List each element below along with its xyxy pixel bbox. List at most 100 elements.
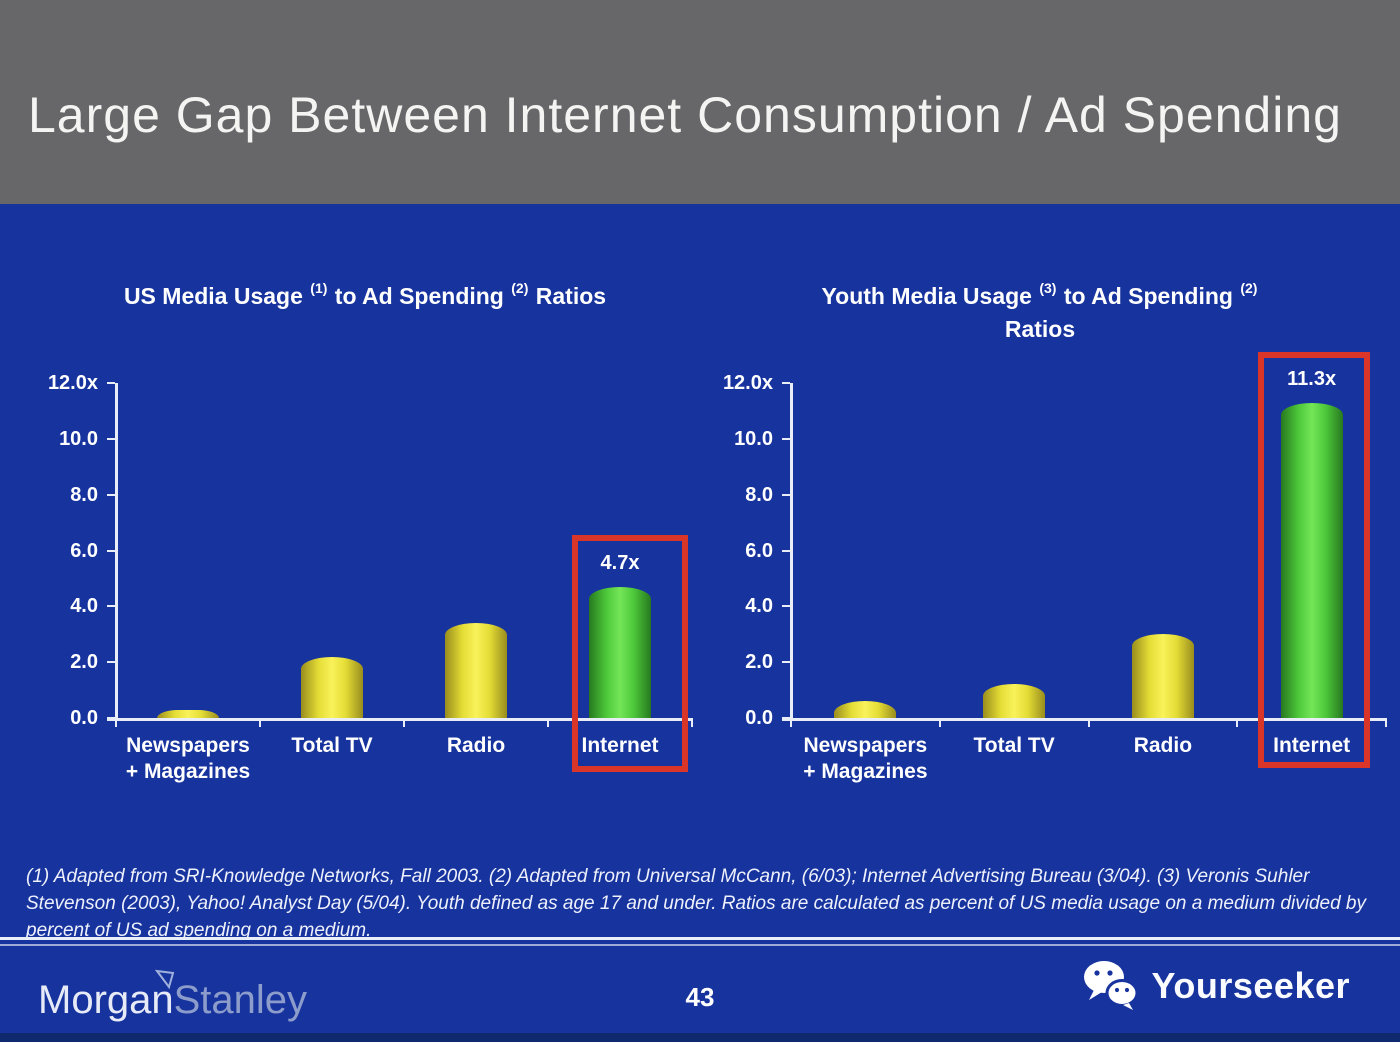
x-axis-label-line: Internet <box>581 734 659 757</box>
y-tick-12.0x: 12.0x <box>715 371 795 395</box>
y-tick-label: 2.0 <box>70 651 98 674</box>
y-tick-6.0: 6.0 <box>40 539 120 563</box>
bars-us: 4.7x <box>116 371 692 718</box>
x-tick-mark <box>1385 718 1387 727</box>
y-tick-mark <box>782 605 790 608</box>
title-text: Ratios <box>529 283 607 309</box>
y-tick-label: 10.0 <box>59 427 98 450</box>
bar-internet <box>589 587 651 718</box>
bar-newspapers-magazines <box>834 701 897 718</box>
x-axis-label-line: + Magazines <box>803 760 928 784</box>
bar-total-tv <box>301 657 363 718</box>
footnote: (1) Adapted from SRI-Knowledge Networks,… <box>26 866 1366 941</box>
y-tick-4.0: 4.0 <box>715 594 795 618</box>
y-tick-mark <box>107 382 115 384</box>
chart-title-us: US Media Usage (1) to Ad Spending (2) Ra… <box>40 280 690 313</box>
y-tick-mark <box>107 493 115 496</box>
plot-area-us: 12.0x 10.0 8.0 6.0 4.0 2.0 0.0 4.7x Newspapers… <box>40 371 693 801</box>
x-axis-label-newspapers-magazines: Newspapers + Magazines <box>116 733 260 786</box>
x-tick-mark <box>938 718 941 727</box>
highlight-box-us-internet <box>572 535 688 772</box>
y-tick-6.0: 6.0 <box>715 539 795 563</box>
bar-slot-total-tv <box>940 371 1089 718</box>
x-tick-mark <box>691 718 693 727</box>
x-axis-label-internet: Internet <box>1237 733 1386 786</box>
bar-slot-newspapers-magazines <box>791 371 940 718</box>
x-tick-mark <box>790 718 792 727</box>
slide-header: Large Gap Between Internet Consumption /… <box>0 0 1400 204</box>
y-tick-mark <box>107 437 115 440</box>
bar-slot-radio <box>404 371 548 718</box>
divider-rule-bottom <box>0 944 1400 946</box>
x-tick-mark <box>115 718 117 727</box>
y-tick-mark <box>782 437 790 440</box>
x-tick-mark <box>1087 718 1090 727</box>
y-tick-2.0: 2.0 <box>715 650 795 674</box>
wechat-icon <box>1083 961 1139 1010</box>
y-tick-mark <box>782 661 790 664</box>
y-tick-mark <box>782 382 790 384</box>
title-superscript: (2) <box>511 280 529 297</box>
y-tick-10.0: 10.0 <box>40 427 120 451</box>
title-text: to Ad Spending <box>328 283 511 309</box>
y-tick-label: 8.0 <box>745 483 773 506</box>
x-axis-label-line: + Magazines <box>125 760 251 784</box>
y-tick-12.0x: 12.0x <box>40 371 120 395</box>
bar-slot-total-tv <box>260 371 404 718</box>
y-tick-label: 2.0 <box>745 651 773 674</box>
bottom-strip <box>0 1033 1400 1042</box>
y-tick-2.0: 2.0 <box>40 650 120 674</box>
x-axis-line <box>782 718 1385 721</box>
title-text: to Ad Spending <box>1057 283 1240 309</box>
y-tick-4.0: 4.0 <box>40 594 120 618</box>
x-axis-label-internet: Internet <box>548 733 692 786</box>
plot-area-youth: 12.0x 10.0 8.0 6.0 4.0 2.0 0.0 11.3x Newspaper… <box>715 368 1387 801</box>
x-axis-line <box>107 718 692 721</box>
bar-total-tv <box>983 684 1046 718</box>
y-tick-label: 8.0 <box>70 483 98 506</box>
y-tick-label: 4.0 <box>745 595 773 618</box>
morgan-stanley-logo-stanley: Stanley <box>173 978 308 1022</box>
watermark-text: Yourseeker <box>1151 965 1350 1006</box>
x-axis-labels: Newspapers + Magazines Total TV Radio Intern… <box>791 733 1386 786</box>
chart-youth-media: Youth Media Usage (3) to Ad Spending (2)… <box>715 280 1387 820</box>
bar-internet <box>1280 403 1343 718</box>
x-axis-label-line: Total TV <box>973 734 1055 757</box>
morgan-stanley-logo-morgan: Morgan <box>38 978 174 1022</box>
page-number: 43 <box>685 982 715 1012</box>
title-superscript: (2) <box>1240 280 1258 297</box>
y-tick-8.0: 8.0 <box>40 483 120 507</box>
bar-value-label: 4.7x <box>600 552 640 574</box>
x-axis-label-line: Radio <box>1133 734 1193 757</box>
y-tick-mark <box>107 661 115 664</box>
x-axis-label-newspapers-magazines: Newspapers + Magazines <box>791 733 940 786</box>
y-axis-line <box>790 383 793 719</box>
y-tick-label: 0.0 <box>745 707 773 729</box>
morgan-stanley-logo: MorganStanley <box>38 969 308 1026</box>
title-text: Ratios <box>1004 316 1076 343</box>
y-tick-label: 12.0x <box>47 372 98 394</box>
x-axis-tick-marks <box>790 718 1387 727</box>
y-tick-10.0: 10.0 <box>715 427 795 451</box>
bar-slot-internet: 4.7x <box>548 371 692 718</box>
y-tick-label: 4.0 <box>70 595 98 618</box>
title-superscript: (3) <box>1039 280 1057 297</box>
y-tick-label: 10.0 <box>734 427 773 450</box>
morgan-stanley-triangle-icon <box>154 969 175 990</box>
x-tick-mark <box>259 718 261 727</box>
x-tick-mark <box>403 718 405 727</box>
title-superscript: (1) <box>310 280 328 297</box>
x-axis-label-total-tv: Total TV <box>940 733 1089 786</box>
y-tick-8.0: 8.0 <box>715 483 795 507</box>
y-axis-line <box>115 383 118 719</box>
slide-title: Large Gap Between Internet Consumption /… <box>28 87 1342 143</box>
y-tick-label: 6.0 <box>70 539 98 562</box>
x-tick-mark <box>547 718 549 727</box>
y-tick-label: 12.0x <box>722 372 773 394</box>
title-text: Youth Media Usage <box>821 283 1039 309</box>
highlight-box-youth-internet <box>1258 352 1370 768</box>
y-tick-mark <box>782 493 790 496</box>
x-axis-labels: Newspapers + Magazines Total TV Radio Intern… <box>116 733 692 786</box>
x-axis-label-radio: Radio <box>1089 733 1238 786</box>
